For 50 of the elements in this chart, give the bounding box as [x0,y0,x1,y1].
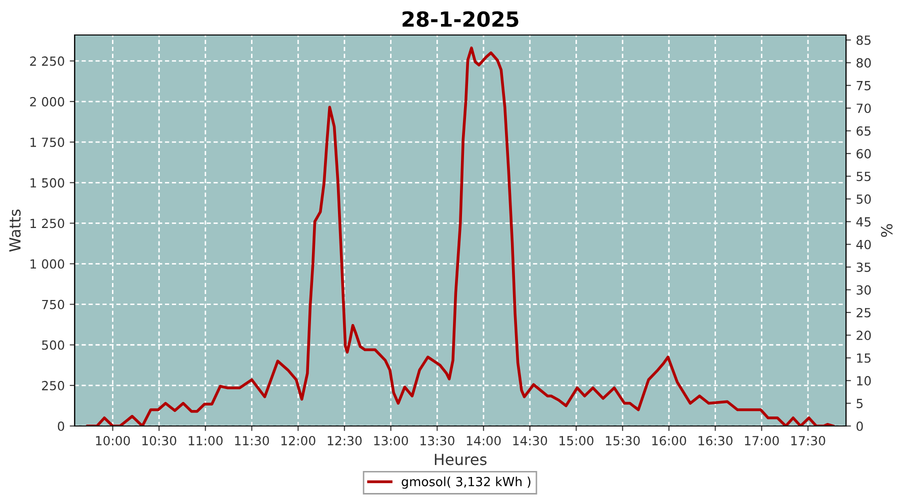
x-axis-title: Heures [434,454,487,466]
y-tick-label: 0 [58,421,64,431]
y2-tick-label: 70 [856,104,871,114]
y2-tick-label: 60 [856,149,871,158]
x-tick-label: 15:00 [560,436,594,446]
chart-title: 28-1-2025 [402,11,518,27]
x-tick-label: 16:30 [698,436,732,446]
y-tick-label: 250 [42,380,64,390]
y2-tick-label: 0 [856,421,863,431]
x-tick-label: 12:00 [281,436,316,446]
y2-tick-label: 65 [856,126,871,136]
x-tick-label: 11:00 [188,436,223,446]
x-tick-label: 10:00 [96,436,130,446]
y-tick-label: 1 250 [30,218,64,228]
y-tick-label: 500 [42,340,64,350]
y2-tick-label: 30 [856,285,871,295]
x-tick-label: 11:30 [235,436,269,446]
legend-label: gmosol( 3,132 kWh ) [402,476,530,489]
x-tick-label: 14:00 [466,436,501,446]
y-tick-label: 1 000 [30,259,64,269]
y2-tick-label: 25 [856,308,871,318]
y-axis-title: Watts [9,210,21,252]
x-tick-label: 12:30 [328,436,362,446]
y-tick-label: 2 000 [30,96,64,106]
y2-tick-label: 15 [857,354,871,363]
y2-tick-label: 35 [856,262,871,272]
x-tick-label: 13:30 [420,436,454,446]
y2-tick-label: 80 [856,58,871,68]
x-tick-label: 16:00 [652,436,686,446]
y2-tick-label: 75 [856,81,871,90]
x-tick-label: 14:30 [513,436,548,446]
y2-tick-label: 55 [856,172,871,182]
y2-tick-label: 10 [857,376,871,386]
y2-tick-label: 20 [856,330,871,340]
line-series [86,46,834,426]
x-tick-label: 15:30 [606,436,640,446]
x-tick-label: 17:00 [745,436,779,446]
y-tick-label: 1 750 [30,138,64,148]
x-tick-label: 10:30 [142,436,176,446]
y2-tick-label: 45 [856,217,871,227]
y2-axis-title: % [880,224,893,237]
y2-tick-label: 50 [856,194,871,204]
y2-tick-label: 85 [856,35,871,45]
y2-tick-label: 40 [856,240,871,250]
y-tick-label: 2 250 [30,56,64,66]
y2-tick-label: 5 [856,398,863,408]
x-tick-label: 17:30 [791,436,826,446]
y-tick-label: 1 500 [30,178,64,188]
x-tick-label: 13:00 [374,436,408,446]
y-tick-label: 750 [42,300,64,310]
